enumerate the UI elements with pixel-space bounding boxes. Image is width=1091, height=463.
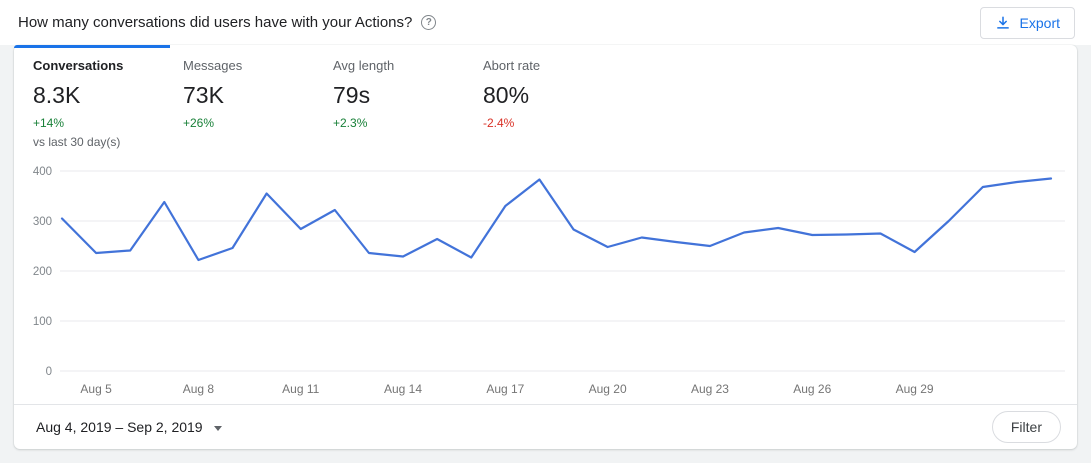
tab-avg-length[interactable]: Avg length 79s +2.3% xyxy=(314,58,464,155)
help-icon[interactable]: ? xyxy=(421,15,437,30)
tab-label: Conversations xyxy=(33,58,124,73)
filter-button[interactable]: Filter xyxy=(991,411,1061,443)
metric-value: 79s xyxy=(333,82,371,108)
title-wrap: How many conversations did users have wi… xyxy=(18,14,437,31)
date-range-selector[interactable]: Aug 4, 2019 – Sep 2, 2019 xyxy=(36,419,222,435)
metric-value: 8.3K xyxy=(33,82,81,108)
x-axis-label: Aug 23 xyxy=(691,382,729,396)
y-axis-label: 200 xyxy=(33,266,52,278)
card-footer: Aug 4, 2019 – Sep 2, 2019 Filter xyxy=(14,404,1077,449)
export-button[interactable]: Export xyxy=(979,6,1075,39)
download-icon xyxy=(995,15,1011,31)
tab-label: Avg length xyxy=(333,58,395,73)
conversations-line-chart[interactable]: 0 100 200 300 400 Aug 5 Aug 8 Aug 11 Aug 14 Aug 1… xyxy=(14,159,1077,401)
x-axis-label: Aug 8 xyxy=(183,382,215,396)
metric-tabs: Conversations 8.3K +14% vs last 30 day(s… xyxy=(14,45,1077,155)
x-axis-label: Aug 20 xyxy=(589,382,627,396)
x-axis-label: Aug 5 xyxy=(80,382,112,396)
x-axis-label: Aug 29 xyxy=(896,382,934,396)
tab-abort-rate[interactable]: Abort rate 80% -2.4% xyxy=(464,58,614,155)
tab-messages[interactable]: Messages 73K +26% xyxy=(164,58,314,155)
metric-delta: +14% xyxy=(33,116,65,130)
metric-value: 73K xyxy=(183,82,224,108)
conversations-series-line xyxy=(60,177,1053,262)
active-tab-indicator xyxy=(14,45,170,48)
tab-conversations[interactable]: Conversations 8.3K +14% vs last 30 day(s… xyxy=(14,58,164,155)
x-axis-label: Aug 26 xyxy=(793,382,831,396)
header: How many conversations did users have wi… xyxy=(0,0,1091,45)
analytics-card: Conversations 8.3K +14% vs last 30 day(s… xyxy=(14,45,1077,449)
tab-label: Messages xyxy=(183,58,243,73)
y-axis-label: 0 xyxy=(46,366,52,378)
tab-label: Abort rate xyxy=(483,58,541,73)
y-axis-label: 300 xyxy=(33,216,52,228)
metric-delta: +26% xyxy=(183,116,215,130)
comparison-note: vs last 30 day(s) xyxy=(33,135,121,149)
metric-value: 80% xyxy=(483,82,530,108)
y-axis-label: 100 xyxy=(33,316,52,328)
x-axis-label: Aug 11 xyxy=(282,382,319,396)
chart-area: 0 100 200 300 400 Aug 5 Aug 8 Aug 11 Aug 14 Aug 1… xyxy=(14,155,1077,401)
x-axis-label: Aug 14 xyxy=(384,382,422,396)
metric-delta: +2.3% xyxy=(333,116,368,130)
y-axis-label: 400 xyxy=(33,166,52,178)
export-label: Export xyxy=(1019,14,1060,31)
x-axis-label: Aug 17 xyxy=(486,382,524,396)
date-range-label: Aug 4, 2019 – Sep 2, 2019 xyxy=(36,419,203,435)
caret-down-icon xyxy=(213,425,222,431)
page-title: How many conversations did users have wi… xyxy=(18,14,413,31)
metric-delta: -2.4% xyxy=(483,116,515,130)
